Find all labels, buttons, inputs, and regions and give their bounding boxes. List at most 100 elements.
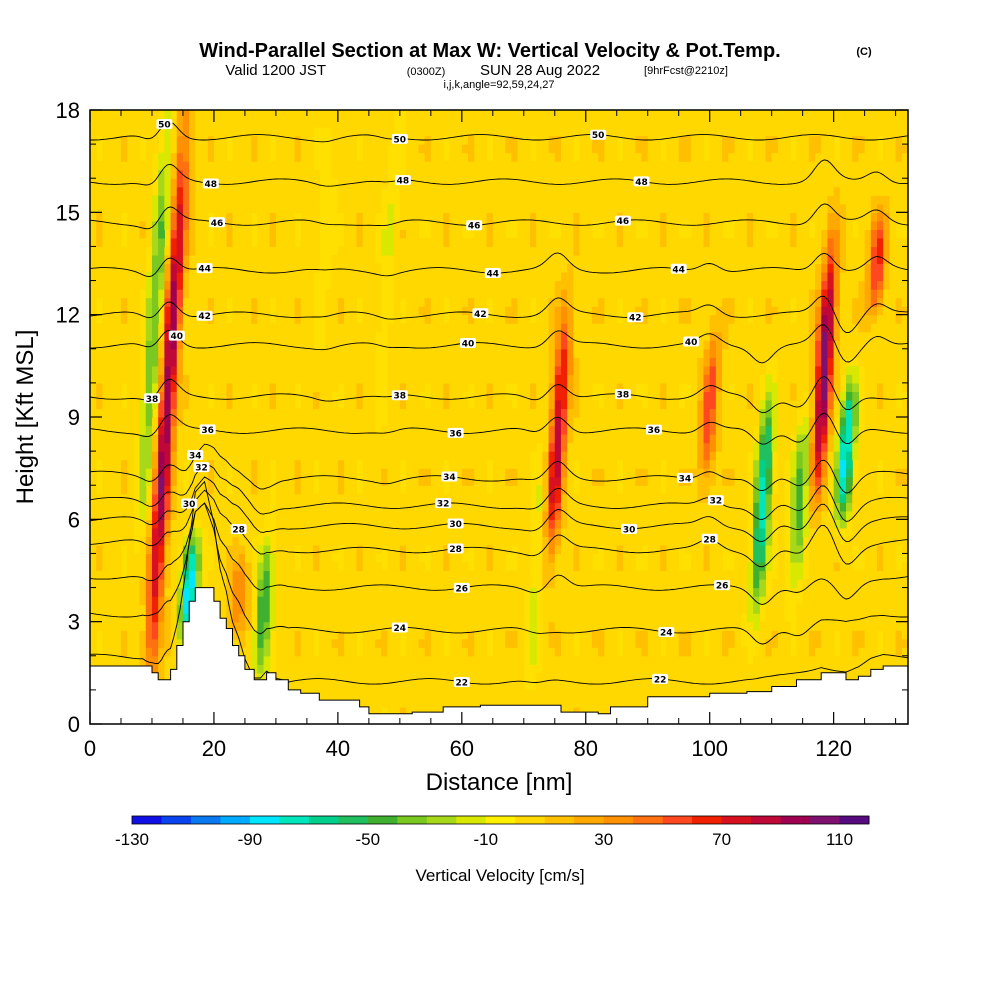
velocity-cell <box>591 493 599 503</box>
velocity-cell <box>740 519 748 529</box>
velocity-cell <box>839 655 847 665</box>
velocity-cell <box>127 655 134 665</box>
velocity-cell <box>697 681 705 691</box>
velocity-cell <box>158 664 165 674</box>
velocity-cell <box>108 527 116 537</box>
velocity-cell <box>635 468 643 478</box>
velocity-cell <box>554 374 562 384</box>
velocity-cell <box>734 638 742 648</box>
velocity-cell <box>759 493 767 503</box>
velocity-cell <box>554 544 562 555</box>
velocity-cell <box>220 442 227 452</box>
velocity-cell <box>815 510 822 520</box>
velocity-cell <box>108 425 116 435</box>
velocity-cell <box>362 382 370 393</box>
velocity-cell <box>815 527 822 537</box>
velocity-cell <box>573 706 581 717</box>
velocity-cell <box>424 630 432 640</box>
velocity-cell <box>517 365 525 375</box>
velocity-cell <box>542 493 550 503</box>
velocity-cell <box>133 374 141 384</box>
velocity-cell <box>368 425 376 435</box>
velocity-cell <box>635 510 643 520</box>
velocity-cell <box>616 544 624 555</box>
velocity-cell <box>567 638 574 648</box>
velocity-cell <box>120 434 128 444</box>
velocity-cell <box>325 664 333 674</box>
velocity-cell <box>375 570 382 580</box>
velocity-cell <box>139 459 147 469</box>
velocity-cell <box>238 510 246 520</box>
velocity-cell <box>889 647 897 657</box>
velocity-cell <box>164 382 172 393</box>
velocity-cell <box>461 442 469 452</box>
velocity-cell <box>858 579 866 589</box>
velocity-cell <box>827 442 835 452</box>
velocity-cell <box>319 417 327 427</box>
velocity-cell <box>691 561 698 572</box>
velocity-cell <box>765 561 773 572</box>
velocity-cell <box>406 604 413 614</box>
velocity-cell <box>90 630 97 640</box>
velocity-cell <box>715 527 723 537</box>
velocity-cell <box>808 374 816 384</box>
velocity-cell <box>883 544 891 555</box>
velocity-cell <box>306 399 314 410</box>
velocity-cell <box>653 587 661 597</box>
velocity-cell <box>145 434 153 444</box>
velocity-cell <box>306 417 314 427</box>
velocity-cell <box>753 561 760 572</box>
velocity-cell <box>883 519 891 529</box>
velocity-cell <box>344 570 351 580</box>
velocity-cell <box>492 382 500 393</box>
velocity-cell <box>697 544 705 555</box>
velocity-cell <box>201 468 209 478</box>
velocity-cell <box>753 579 760 589</box>
velocity-cell <box>368 536 376 546</box>
velocity-cell <box>387 476 395 486</box>
velocity-cell <box>331 664 339 674</box>
velocity-cell <box>474 485 482 495</box>
velocity-cell <box>387 579 395 589</box>
velocity-cell <box>331 621 339 631</box>
velocity-cell <box>480 434 488 444</box>
velocity-cell <box>238 647 246 657</box>
velocity-cell <box>189 579 196 589</box>
velocity-cell <box>151 596 159 606</box>
velocity-cell <box>796 434 804 444</box>
velocity-cell <box>430 561 438 572</box>
velocity-cell <box>449 382 457 393</box>
velocity-cell <box>337 425 345 435</box>
velocity-cell <box>232 374 240 384</box>
velocity-cell <box>728 647 736 657</box>
velocity-cell <box>220 425 227 435</box>
velocity-cell <box>517 664 525 674</box>
velocity-cell <box>672 630 680 640</box>
velocity-cell <box>548 596 556 606</box>
velocity-cell <box>709 502 717 512</box>
velocity-cell <box>691 459 698 469</box>
velocity-cell <box>424 621 432 631</box>
velocity-cell <box>877 519 884 529</box>
velocity-cell <box>368 621 376 631</box>
velocity-cell <box>387 570 395 580</box>
velocity-cell <box>244 493 252 503</box>
velocity-cell <box>517 647 525 657</box>
velocity-cell <box>560 561 568 572</box>
velocity-cell <box>368 459 376 469</box>
velocity-cell <box>666 681 674 691</box>
velocity-cell <box>480 630 488 640</box>
velocity-cell <box>468 417 475 427</box>
velocity-cell <box>306 485 314 495</box>
velocity-cell <box>629 425 636 435</box>
velocity-cell <box>753 493 760 503</box>
velocity-cell <box>536 502 543 512</box>
velocity-cell <box>244 476 252 486</box>
velocity-cell <box>548 647 556 657</box>
velocity-cell <box>133 561 141 572</box>
velocity-cell <box>505 527 512 537</box>
velocity-cell <box>170 655 178 665</box>
velocity-cell <box>734 570 742 580</box>
velocity-cell <box>282 391 289 401</box>
velocity-cell <box>666 468 674 478</box>
